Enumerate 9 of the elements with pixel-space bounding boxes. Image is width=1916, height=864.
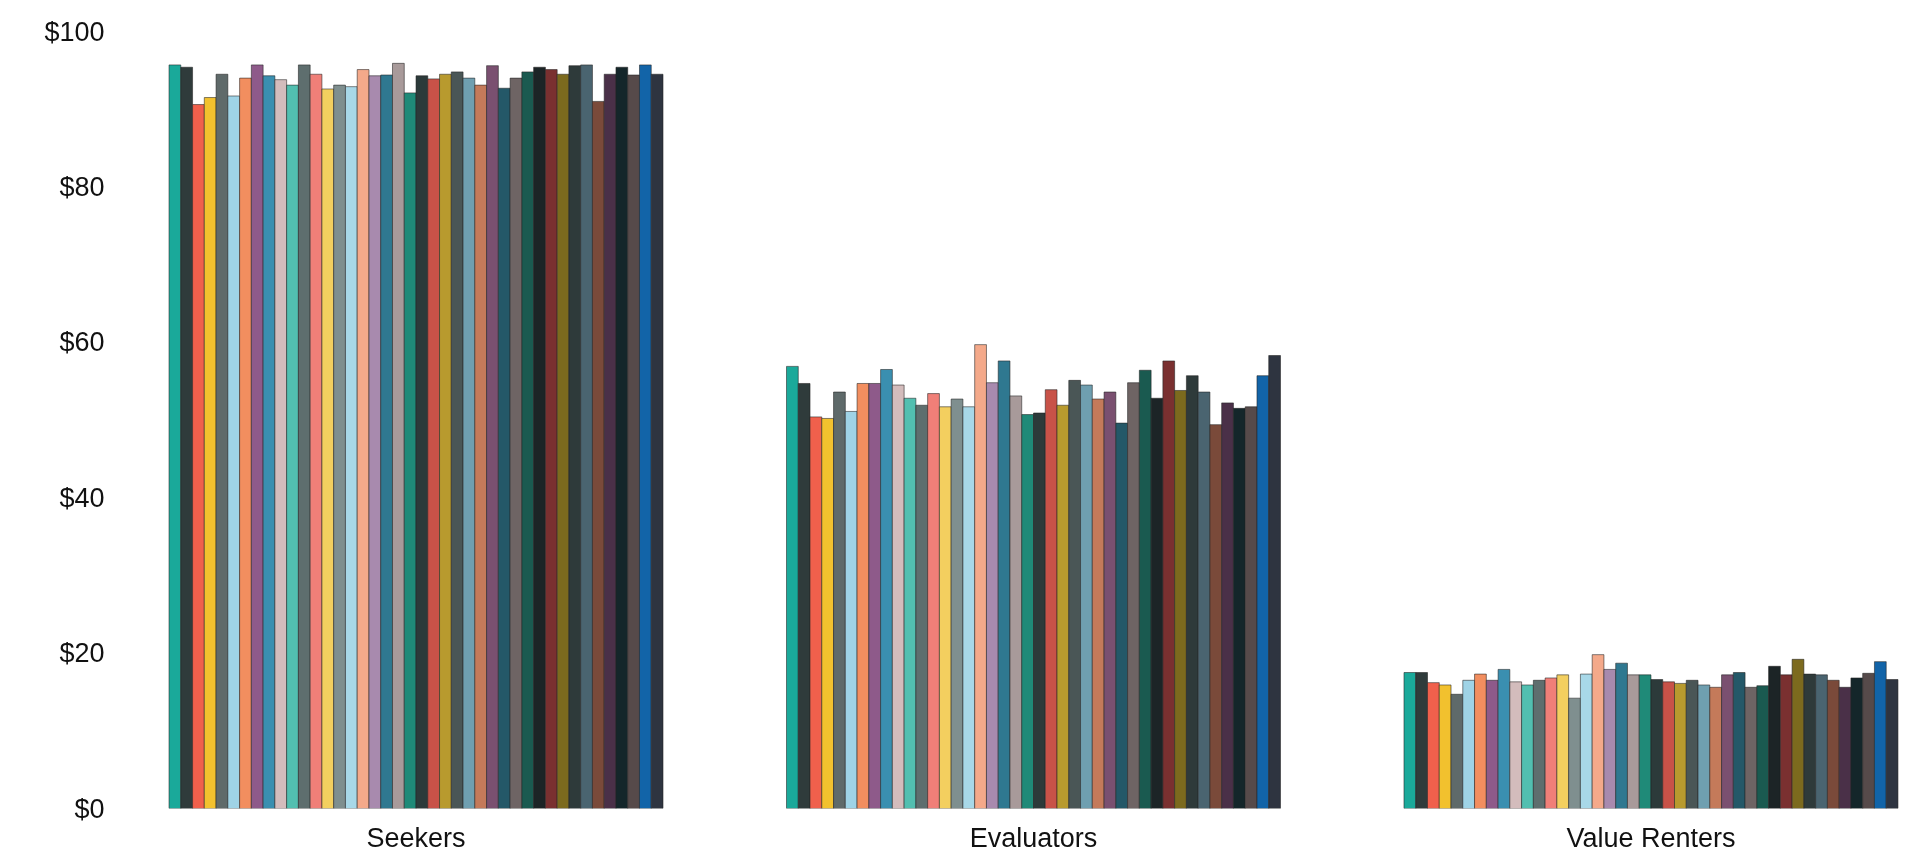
y-tick-label: $0 <box>74 793 105 824</box>
x-tick-label: Value Renters <box>1566 822 1736 853</box>
x-tick-label: Evaluators <box>969 822 1098 853</box>
y-tick-label: $80 <box>59 171 105 202</box>
x-tick-label: Seekers <box>366 822 466 853</box>
y-tick-label: $40 <box>59 482 105 513</box>
y-tick-label: $60 <box>59 327 105 358</box>
y-tick-label: $20 <box>59 638 105 669</box>
y-tick-label: $100 <box>44 16 105 47</box>
